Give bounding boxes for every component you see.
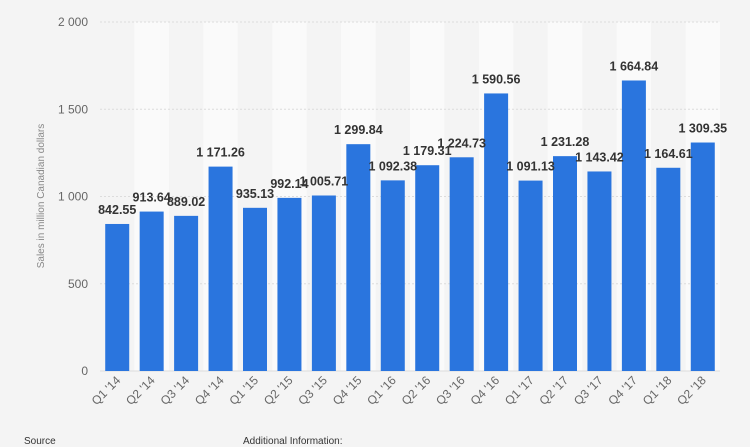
bar <box>139 211 164 371</box>
y-tick-label: 500 <box>68 277 88 291</box>
data-label: 1 309.35 <box>678 122 727 136</box>
x-tick-label: Q4 '17 <box>605 373 640 408</box>
y-axis-label: Sales in million Canadian dollars <box>36 124 47 269</box>
x-tick-label: Q3 '14 <box>158 373 193 408</box>
x-tick-label: Q2 '14 <box>123 373 158 408</box>
bar <box>518 180 543 371</box>
bars <box>105 80 715 372</box>
data-label: 913.64 <box>133 191 171 205</box>
y-axis-ticks: 0 500 1 000 1 500 2 000 <box>58 15 88 378</box>
bar <box>553 156 577 371</box>
x-tick-label: Q4 '14 <box>192 373 227 408</box>
bar <box>243 207 267 371</box>
data-label: 1 143.42 <box>575 150 624 164</box>
data-label: 1 092.38 <box>368 159 417 173</box>
x-tick-label: Q1 '15 <box>226 373 261 408</box>
bar <box>105 223 130 371</box>
data-label: 1 231.28 <box>541 135 590 149</box>
bar <box>277 197 302 371</box>
bar <box>415 165 440 371</box>
data-label: 1 005.71 <box>300 175 349 189</box>
gridlines <box>100 21 720 372</box>
x-tick-label: Q3 '15 <box>295 373 330 408</box>
data-label: 1 164.61 <box>644 147 693 161</box>
data-label: 842.55 <box>98 203 136 217</box>
x-tick-label: Q2 '17 <box>536 373 571 408</box>
bar <box>484 93 509 372</box>
additional-information-link[interactable]: Additional Information: <box>243 436 343 447</box>
bar <box>690 142 715 371</box>
bar <box>449 157 474 371</box>
x-tick-label: Q1 '16 <box>364 373 399 408</box>
bar <box>656 167 681 371</box>
x-tick-label: Q1 '18 <box>640 373 675 408</box>
data-label: 935.13 <box>236 187 274 201</box>
data-label: 1 171.26 <box>196 146 245 160</box>
data-label: 1 091.13 <box>506 160 555 174</box>
bar <box>208 166 233 371</box>
x-axis-ticks: Q1 '14 Q2 '14 Q3 '14 Q4 '14 Q1 '15 Q2 '15 Q3 '… <box>89 373 709 408</box>
x-tick-label: Q2 '16 <box>399 373 434 408</box>
y-tick-label: 1 000 <box>58 190 88 204</box>
y-tick-label: 2 000 <box>58 15 88 29</box>
data-label: 992.14 <box>270 177 308 191</box>
x-tick-label: Q2 '15 <box>261 373 296 408</box>
x-tick-label: Q4 '15 <box>330 373 365 408</box>
bar <box>380 180 405 371</box>
y-tick-label: 0 <box>81 364 88 378</box>
x-tick-label: Q2 '18 <box>674 373 709 408</box>
x-tick-label: Q1 '14 <box>89 373 124 408</box>
bar <box>621 80 646 372</box>
source-link[interactable]: Source <box>24 436 56 447</box>
data-label: 1 179.31 <box>403 144 452 158</box>
data-label: 1 299.84 <box>334 123 383 137</box>
x-tick-label: Q3 '16 <box>433 373 468 408</box>
data-label: 889.02 <box>167 195 205 209</box>
x-tick-label: Q3 '17 <box>571 373 606 408</box>
y-tick-label: 1 500 <box>58 102 88 116</box>
data-label: 1 590.56 <box>472 72 521 86</box>
bar <box>311 195 336 371</box>
bar <box>174 215 199 371</box>
x-tick-label: Q1 '17 <box>502 373 537 408</box>
bar <box>587 171 612 371</box>
x-tick-label: Q4 '16 <box>468 373 503 408</box>
data-label: 1 224.73 <box>437 136 486 150</box>
bar <box>346 144 371 371</box>
data-label: 1 664.84 <box>610 59 659 73</box>
